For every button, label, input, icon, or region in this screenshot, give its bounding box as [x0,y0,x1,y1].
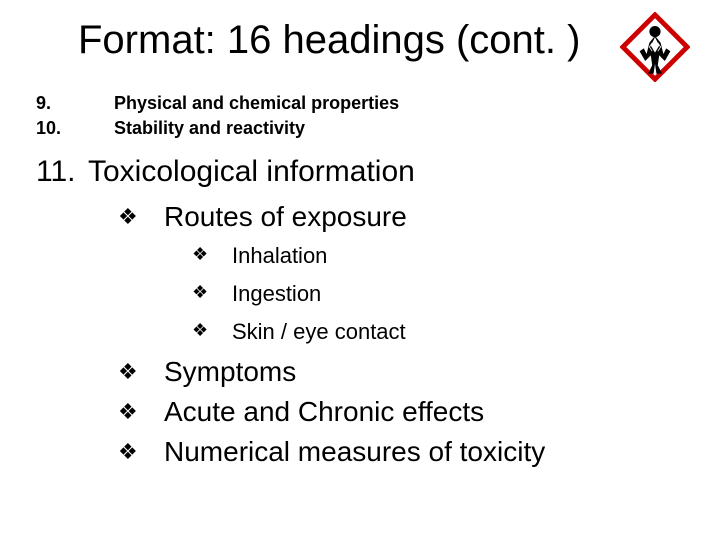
bullet-inhalation: ❖ Inhalation [0,241,720,271]
list-item-11: 11. Toxicological information [0,155,720,189]
item-number: 9. [36,91,114,116]
bullet-numerical: ❖ Numerical measures of toxicity [0,436,720,468]
bullet-icon: ❖ [118,396,164,428]
bullet-text: Acute and Chronic effects [164,396,484,428]
bullet-icon: ❖ [118,356,164,388]
bullet-icon: ❖ [118,201,164,233]
bullet-acute-chronic: ❖ Acute and Chronic effects [0,396,720,428]
item-number: 11. [36,155,88,189]
item-text: Stability and reactivity [114,116,305,141]
bullet-icon: ❖ [192,241,232,267]
bullet-text: Numerical measures of toxicity [164,436,545,468]
bullet-ingestion: ❖ Ingestion [0,279,720,309]
bullet-symptoms: ❖ Symptoms [0,356,720,388]
list-item-10: 10. Stability and reactivity [36,116,720,141]
slide-title: Format: 16 headings (cont. ) [0,0,720,63]
bullet-icon: ❖ [118,436,164,468]
bullet-skin-eye: ❖ Skin / eye contact [0,317,720,347]
item-text: Toxicological information [88,155,415,189]
bullet-icon: ❖ [192,279,232,305]
bullet-text: Routes of exposure [164,201,407,233]
bullet-text: Ingestion [232,279,321,309]
item-number: 10. [36,116,114,141]
bullet-text: Skin / eye contact [232,317,406,347]
bullet-text: Inhalation [232,241,327,271]
bullet-routes: ❖ Routes of exposure [0,201,720,233]
item-text: Physical and chemical properties [114,91,399,116]
small-numbered-list: 9. Physical and chemical properties 10. … [0,91,720,141]
health-hazard-icon [620,12,690,82]
bullet-text: Symptoms [164,356,296,388]
list-item-9: 9. Physical and chemical properties [36,91,720,116]
bullet-icon: ❖ [192,317,232,343]
